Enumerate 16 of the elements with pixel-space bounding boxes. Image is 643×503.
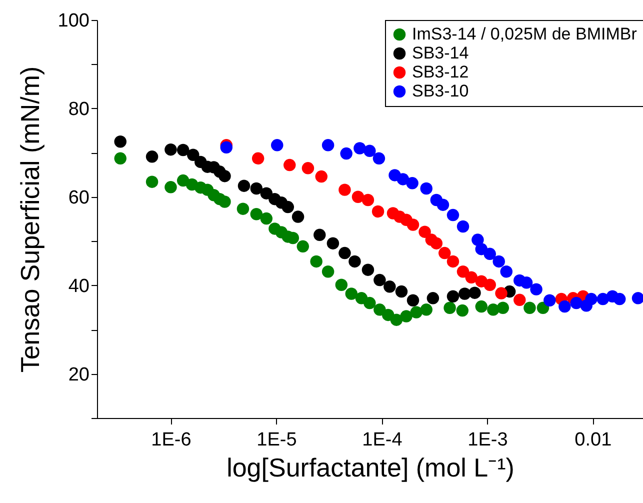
y-tick-label: 60 (68, 187, 90, 208)
y-tick-label: 40 (68, 276, 90, 297)
x-tick-label: 1E-4 (362, 430, 403, 450)
y-axis-title: Tensao Superficial (mN/m) (14, 66, 45, 373)
x-tick-label: 0.01 (574, 430, 612, 450)
x-axis-title: log[Surfactante] (mol L⁻¹) (226, 452, 514, 482)
legend-label: SB3-14 (412, 44, 469, 62)
x-tick-label: 1E-5 (256, 430, 297, 450)
y-tick-label: 20 (68, 364, 90, 386)
legend-label: ImS3-14 / 0,025M de BMIMBr (412, 24, 638, 44)
legend-label: SB3-12 (412, 62, 469, 82)
x-tick-label: 1E-6 (151, 430, 192, 450)
legend-label: SB3-10 (412, 82, 469, 100)
x-tick-label: 1E-3 (468, 430, 508, 450)
y-tick-label: 80 (68, 98, 90, 120)
y-tick-label: 100 (58, 10, 90, 32)
